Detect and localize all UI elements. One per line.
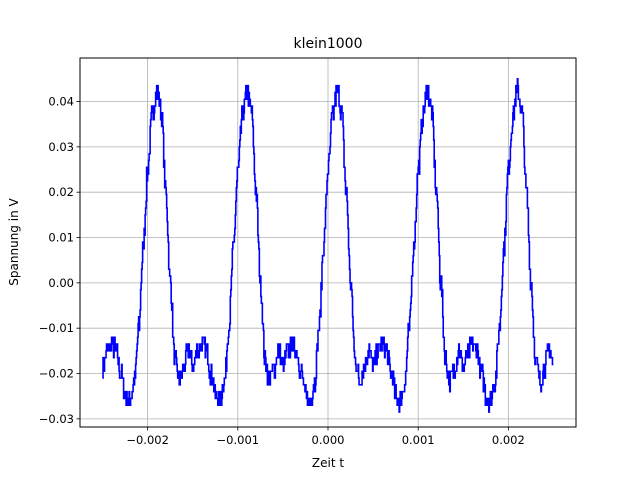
- x-tick-label: −0.001: [217, 433, 260, 447]
- x-tick-label: −0.002: [126, 433, 169, 447]
- y-tick-label: −0.03: [39, 412, 74, 426]
- y-tick-label: 0.03: [48, 140, 74, 154]
- signal-line: [102, 78, 554, 413]
- y-tick-label: 0.04: [48, 95, 74, 109]
- y-tick-label: −0.02: [39, 367, 74, 381]
- y-tick-label: 0.00: [48, 276, 74, 290]
- x-axis-label: Zeit t: [312, 456, 344, 470]
- x-tick-label: 0.000: [312, 433, 345, 447]
- chart-title: klein1000: [293, 36, 362, 52]
- y-axis-label: Spannung in V: [7, 198, 21, 286]
- grid: [80, 58, 576, 427]
- y-tick-label: 0.01: [48, 231, 74, 245]
- x-axis: −0.002 −0.001 0.000 0.001 0.002: [126, 427, 525, 447]
- x-tick-label: 0.001: [402, 433, 435, 447]
- y-tick-label: 0.02: [48, 185, 74, 199]
- y-tick-label: −0.01: [39, 321, 74, 335]
- y-axis: −0.03 −0.02 −0.01 0.00 0.01 0.02 0.03 0.04: [39, 95, 80, 426]
- plot-line-group: [102, 78, 554, 413]
- x-tick-label: 0.002: [492, 433, 525, 447]
